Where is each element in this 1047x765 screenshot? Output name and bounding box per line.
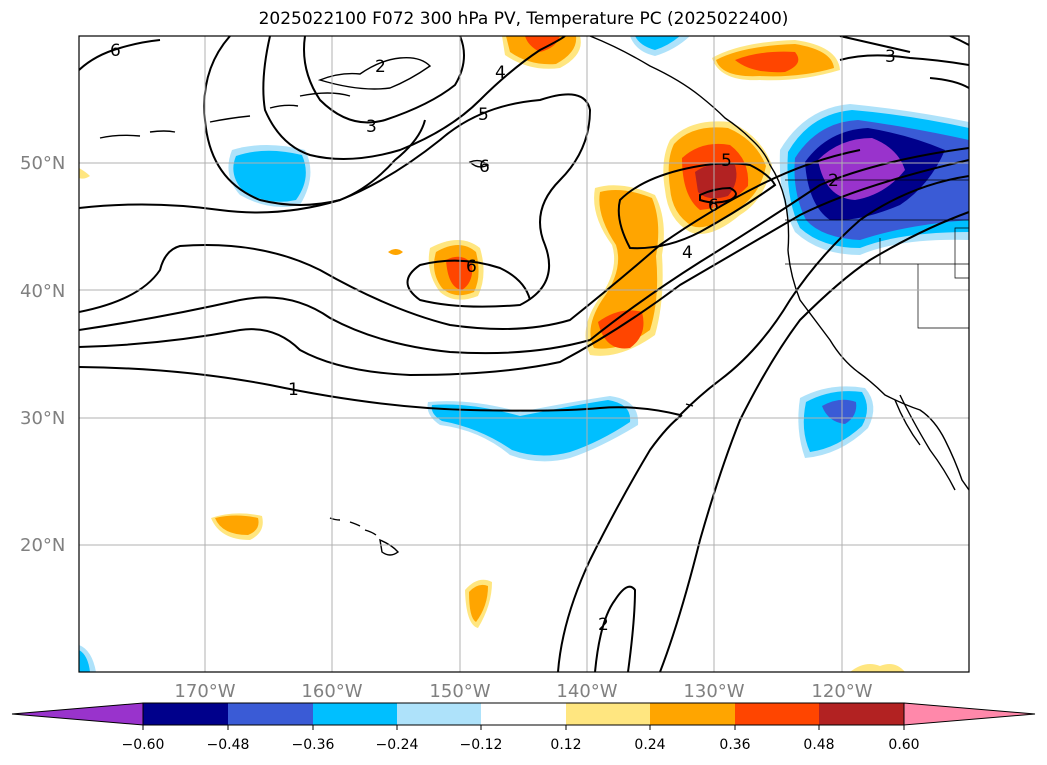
contour-label: 6	[466, 257, 477, 277]
colorbar-tick-label: 0.36	[719, 737, 750, 753]
colorbar-tick-label: 0.48	[803, 737, 834, 753]
lon-label: 140°W	[556, 681, 617, 702]
contour-label: 2	[375, 57, 386, 77]
contour-label: 4	[682, 243, 693, 263]
map-plot-area	[79, 36, 969, 672]
longitude-labels: 170°W 160°W 150°W 140°W 130°W 120°W	[174, 681, 872, 702]
temperature-anomaly-shading	[79, 36, 969, 672]
pv-contours	[79, 36, 969, 672]
lon-label: 160°W	[301, 681, 362, 702]
contour-label: 5	[478, 105, 489, 125]
coastlines	[99, 36, 969, 556]
lat-label: 50°N	[20, 153, 65, 174]
contour-label: 6	[110, 41, 121, 61]
colorbar-tick-label: −0.60	[122, 737, 165, 753]
colorbar-segment	[228, 703, 313, 725]
lon-label: 120°W	[811, 681, 872, 702]
colorbar-segment	[481, 703, 566, 725]
latitude-labels: 20°N 30°N 40°N 50°N	[20, 153, 65, 556]
contour-labels: 6 4 3 5 2 3 6 6 5 6 4 2 1 2	[110, 41, 896, 635]
colorbar-segment	[566, 703, 650, 725]
colorbar: −0.60 −0.48 −0.36 −0.24 −0.12 0.12 0.24 …	[11, 702, 1036, 753]
map-title: 2025022100 F072 300 hPa PV, Temperature …	[258, 9, 789, 29]
contour-label: 3	[366, 117, 377, 137]
lon-label: 130°W	[683, 681, 744, 702]
graticule	[79, 36, 969, 672]
colorbar-segment	[650, 703, 735, 725]
colorbar-tick-label: 0.24	[634, 737, 665, 753]
contour-label: 2	[828, 171, 839, 191]
lon-label: 150°W	[429, 681, 490, 702]
colorbar-extend-high	[903, 702, 1036, 726]
colorbar-tick-label: −0.36	[292, 737, 335, 753]
lat-label: 20°N	[20, 535, 65, 556]
lat-label: 30°N	[20, 408, 65, 429]
contour-label: 5	[721, 151, 732, 171]
colorbar-segment	[819, 703, 904, 725]
contour-label: 2	[598, 615, 609, 635]
colorbar-tick-label: −0.48	[207, 737, 250, 753]
colorbar-tick-label: −0.12	[460, 737, 503, 753]
contour-label: 6	[479, 157, 490, 177]
lon-label: 170°W	[174, 681, 235, 702]
colorbar-segment	[313, 703, 397, 725]
lat-label: 40°N	[20, 281, 65, 302]
colorbar-segment	[735, 703, 819, 725]
contour-label: 3	[885, 47, 896, 67]
contour-label: 4	[495, 63, 506, 83]
colorbar-tick-label: 0.60	[888, 737, 919, 753]
colorbar-segment	[397, 703, 481, 725]
colorbar-tick-label: −0.24	[376, 737, 419, 753]
contour-label: 6	[708, 196, 719, 216]
colorbar-tick-label: 0.12	[550, 737, 581, 753]
contour-label: 1	[288, 380, 299, 400]
map-frame	[78, 35, 970, 673]
colorbar-extend-low	[11, 702, 144, 726]
colorbar-segment	[143, 703, 228, 725]
